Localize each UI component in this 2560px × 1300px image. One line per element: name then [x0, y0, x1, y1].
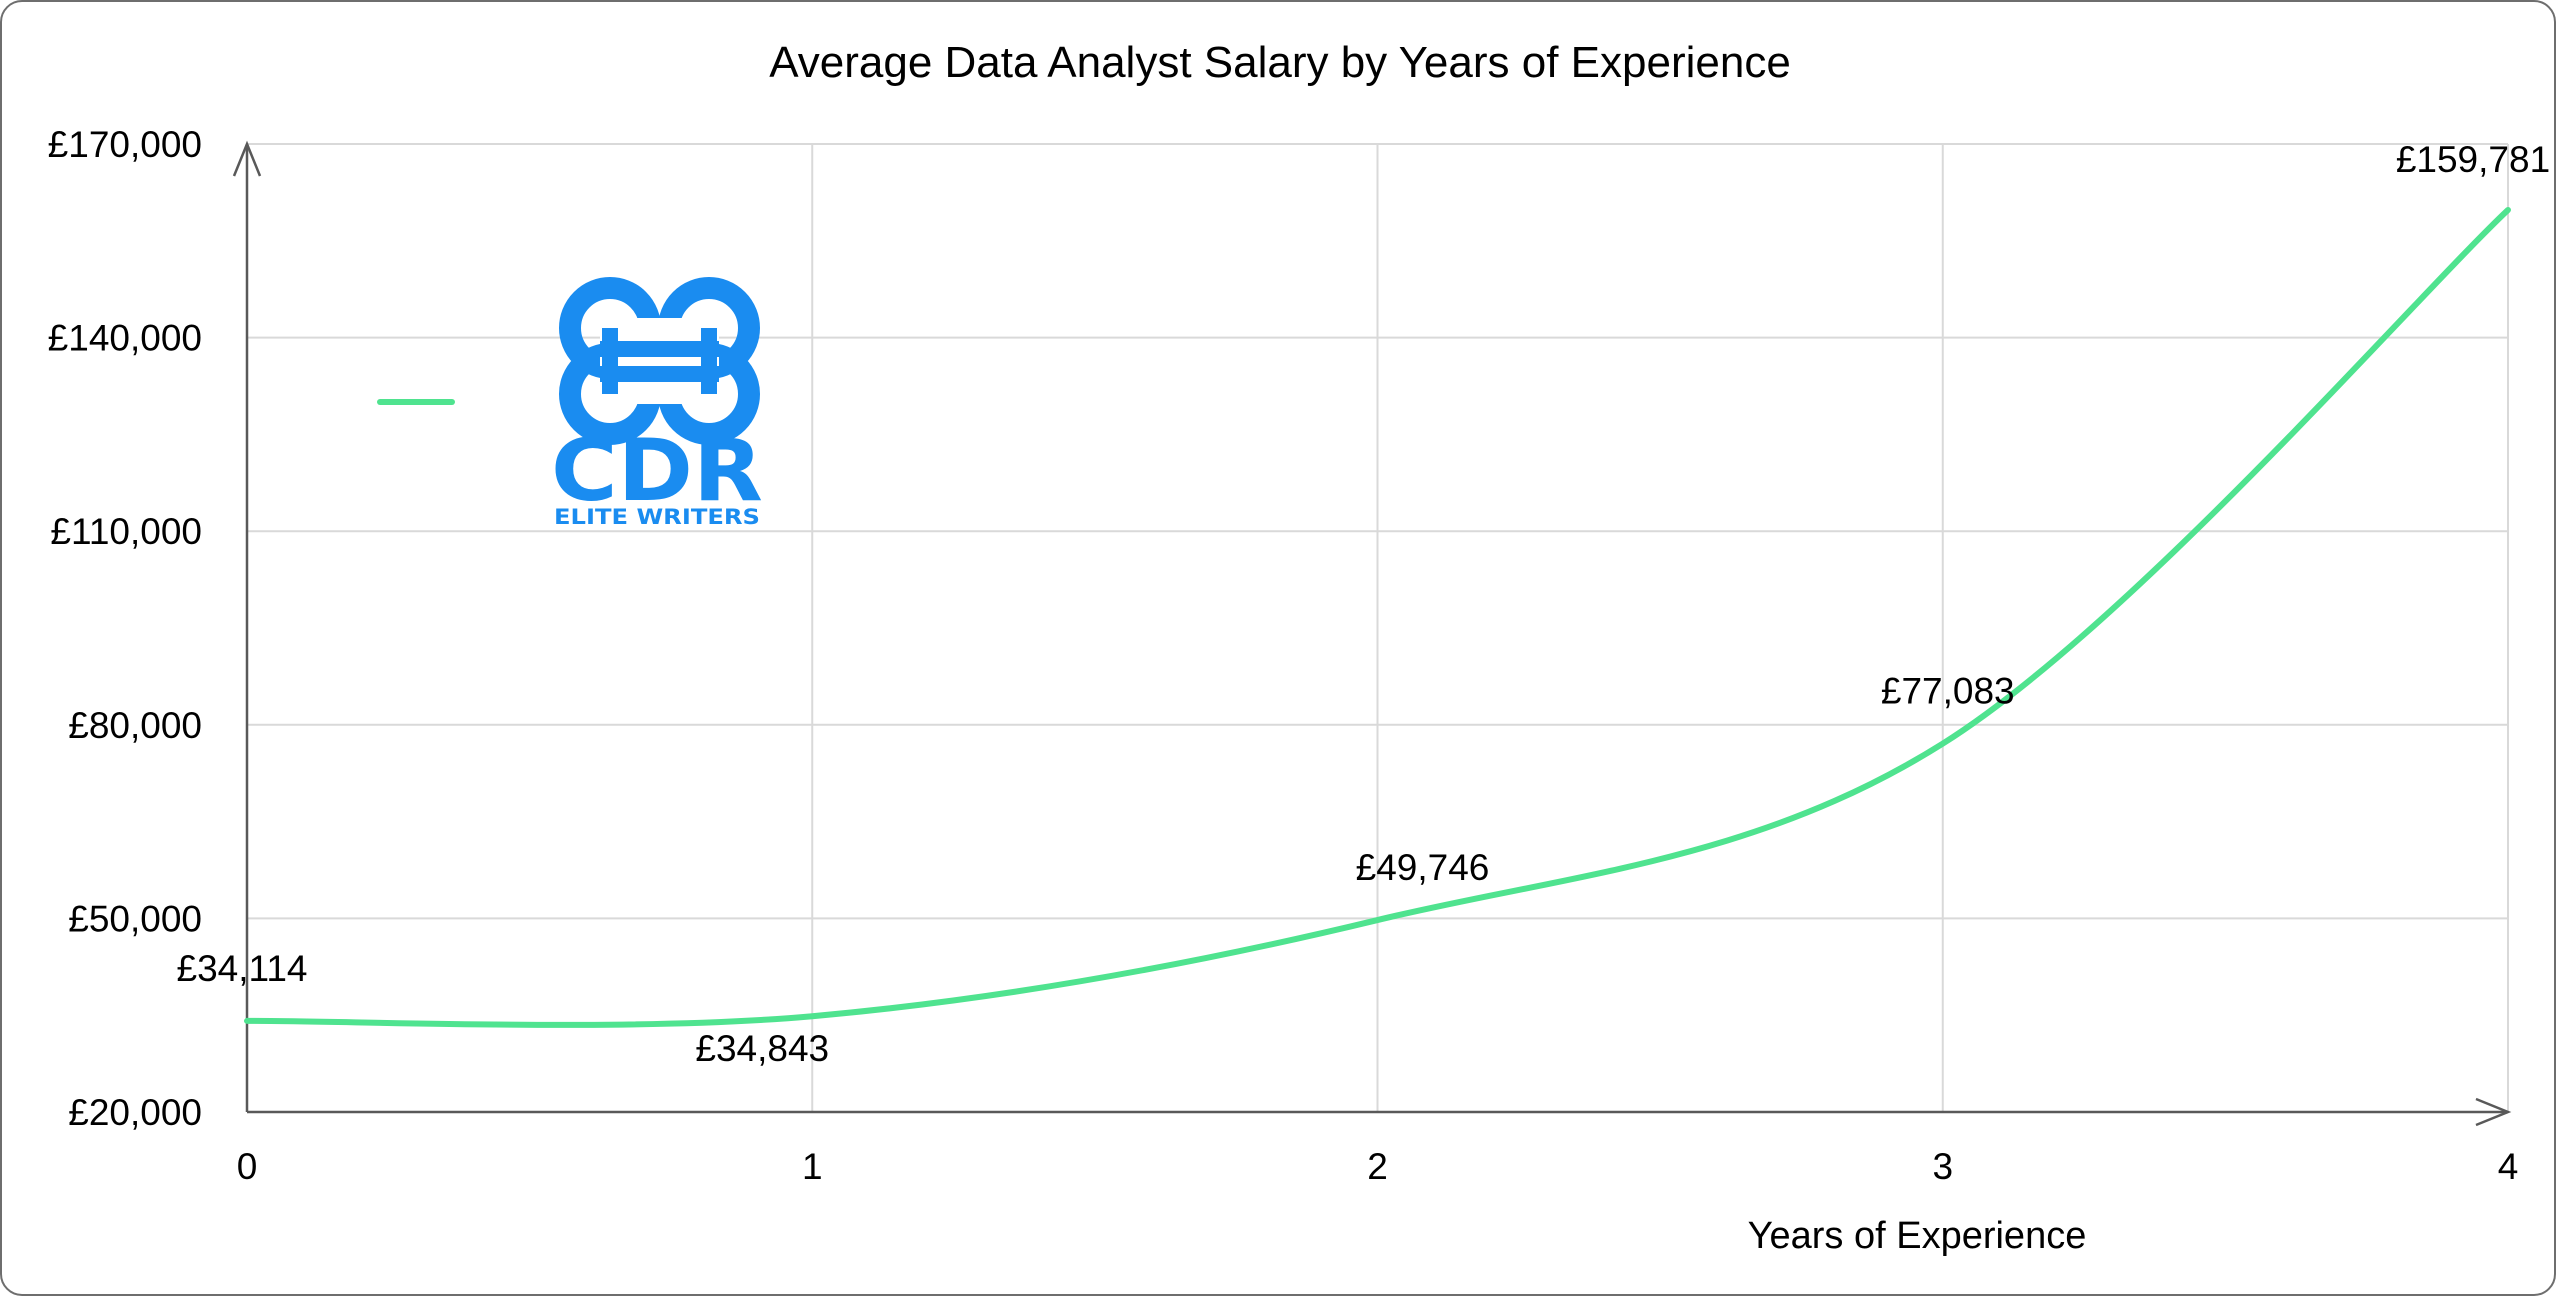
cdr-logo: CDR ELITE WRITERS [551, 277, 763, 529]
data-label: £49,746 [1356, 847, 1490, 888]
y-tick-label: £80,000 [68, 705, 202, 746]
x-tick-labels: 0 1 2 3 4 [237, 1146, 2519, 1187]
data-label: £34,843 [695, 1028, 829, 1069]
x-tick-label: 4 [2498, 1146, 2519, 1187]
y-tick-label: £140,000 [48, 318, 202, 359]
x-tick-label: 0 [237, 1146, 258, 1187]
x-tick-label: 3 [1932, 1146, 1953, 1187]
data-labels: £34,114 £34,843 £49,746 £77,083 £159,781 [177, 139, 2551, 1069]
y-tick-label: £20,000 [68, 1092, 202, 1133]
y-tick-label: £170,000 [48, 124, 202, 165]
x-tick-label: 1 [802, 1146, 823, 1187]
axes [232, 140, 2512, 1127]
y-tick-label: £50,000 [68, 898, 202, 939]
data-label: £77,083 [1881, 671, 2015, 712]
x-tick-label: 2 [1367, 1146, 1388, 1187]
y-tick-labels: £20,000 £50,000 £80,000 £110,000 £140,000 £17… [48, 124, 202, 1133]
logo-tagline: ELITE WRITERS [554, 505, 760, 529]
data-label: £34,114 [177, 948, 308, 989]
x-axis-arrow [2475, 1097, 2512, 1127]
logo-mark: CDR [551, 421, 763, 521]
x-gridlines [811, 144, 2509, 1112]
x-axis-title: Years of Experience [1748, 1215, 2087, 1257]
chart-title: Average Data Analyst Salary by Years of … [769, 38, 1791, 87]
y-axis-arrow [232, 140, 262, 177]
series-line [244, 206, 2511, 1028]
data-label: £159,781 [2396, 139, 2550, 180]
command-key-icon [559, 277, 760, 445]
y-tick-label: £110,000 [50, 511, 202, 552]
